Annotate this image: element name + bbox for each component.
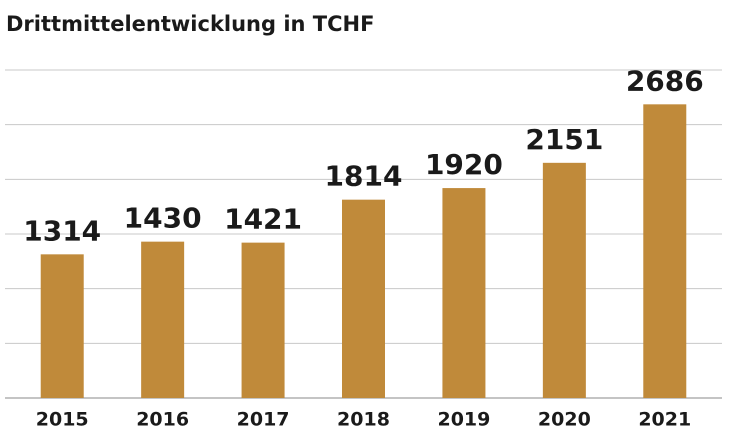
x-tick-label: 2020 <box>538 409 591 431</box>
x-tick-label: 2015 <box>36 409 89 431</box>
bar <box>643 104 687 399</box>
x-tick-label: 2016 <box>136 409 189 431</box>
bar <box>40 254 84 398</box>
value-label: 1814 <box>325 160 403 193</box>
x-tick-label: 2018 <box>337 409 390 431</box>
value-label: 1421 <box>224 203 302 236</box>
value-label: 1920 <box>425 148 503 181</box>
bar <box>542 162 586 398</box>
bar <box>442 188 486 398</box>
bar <box>141 241 185 398</box>
value-label: 1430 <box>124 202 202 235</box>
chart-title: Drittmittelentwicklung in TCHF <box>6 12 374 36</box>
value-label: 1314 <box>23 214 101 247</box>
value-label: 2151 <box>525 123 603 156</box>
bar <box>241 242 285 398</box>
x-tick-label: 2017 <box>237 409 290 431</box>
value-label: 2686 <box>626 64 704 97</box>
x-tick-label: 2021 <box>638 409 691 431</box>
bar <box>342 199 385 398</box>
x-tick-label: 2019 <box>437 409 490 431</box>
